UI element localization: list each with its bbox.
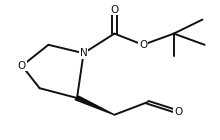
Polygon shape — [75, 96, 114, 115]
Text: O: O — [139, 40, 147, 50]
Text: O: O — [110, 5, 119, 15]
Text: N: N — [80, 48, 88, 58]
Text: O: O — [174, 107, 182, 117]
Text: O: O — [18, 61, 26, 71]
